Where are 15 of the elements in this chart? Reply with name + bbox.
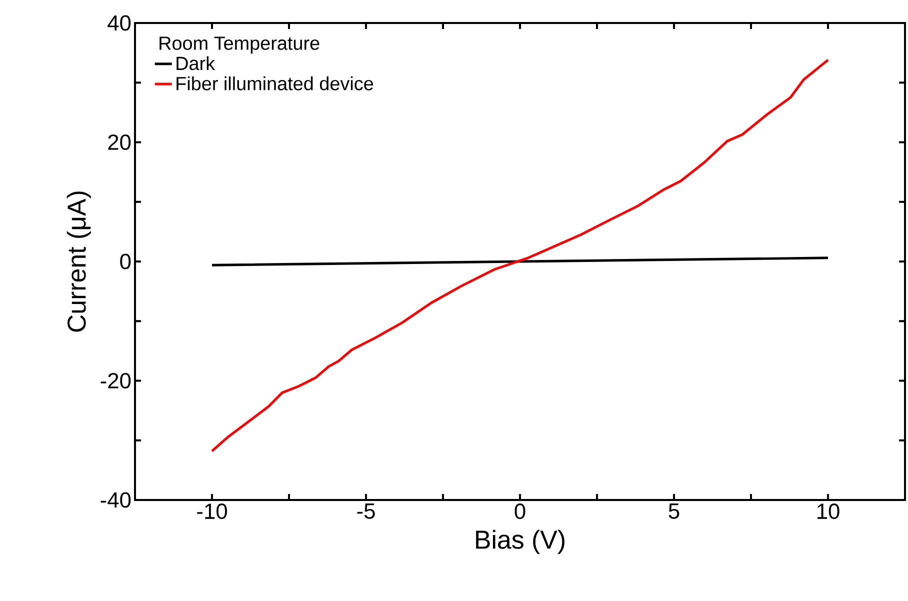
y-tick-label: -40: [100, 492, 131, 508]
y-tick-label: -20: [100, 372, 131, 389]
legend-title: Room Temperature: [160, 36, 320, 54]
x-tick-label: 0: [514, 504, 526, 520]
x-tick-label: 5: [668, 504, 680, 519]
x-axis-title: Bias (V): [476, 530, 564, 554]
y-axis-title: Current (μA): [66, 192, 91, 332]
x-tick-label: 10: [817, 504, 840, 520]
legend-label: Fiber illuminated device: [176, 76, 374, 90]
x-tick-label: -5: [357, 504, 375, 519]
y-tick-label: 0: [120, 254, 131, 270]
y-tick-label: 20: [108, 134, 131, 150]
y-tick-label: 40: [108, 15, 131, 31]
legend-label: Dark: [176, 56, 216, 70]
x-tick-label: -10: [197, 504, 227, 520]
